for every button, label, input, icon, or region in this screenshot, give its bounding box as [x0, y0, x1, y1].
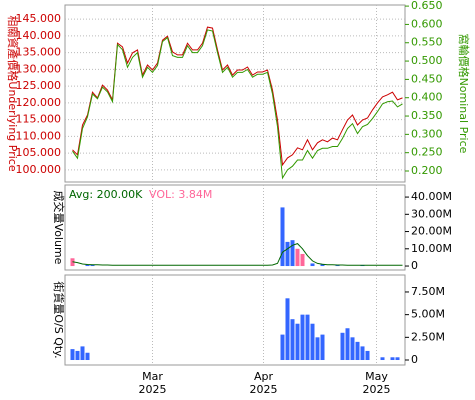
bar	[390, 357, 395, 361]
y-tick-label: 125.000	[16, 79, 62, 92]
y-tick-label: 110.000	[16, 129, 62, 142]
bar	[315, 337, 320, 361]
bar	[280, 207, 285, 267]
x-tick-label: May 2025	[362, 370, 391, 396]
y-tick-label: 0	[411, 259, 418, 272]
bar	[75, 350, 80, 361]
y-tick-label: 100.000	[16, 163, 62, 176]
price-line	[72, 29, 403, 180]
y2-tick-label: 0.650	[411, 0, 443, 12]
y-tick-label: 115.000	[16, 113, 62, 126]
y2-tick-label: 0.200	[411, 164, 443, 177]
y-tick-label: 105.000	[16, 146, 62, 159]
y2-tick-label: 0.300	[411, 127, 443, 140]
bar	[335, 265, 340, 267]
panel-frame	[64, 4, 406, 183]
y-tick-label: 2.50M	[411, 330, 445, 343]
y-tick-label: 20.00M	[411, 225, 452, 238]
x-tick-label: Mar 2025	[138, 370, 167, 396]
bar	[310, 263, 315, 267]
bar	[295, 323, 300, 361]
y2-axis-label: 窩輪價格Nominal Price	[457, 34, 471, 154]
y-tick-label: 140.000	[16, 29, 62, 42]
y-tick-label: 130.000	[16, 62, 62, 75]
y-tick-label: 40.00M	[411, 190, 452, 203]
y-axis-label: 街貨量O/S Qty.	[52, 281, 66, 358]
y2-tick-label: 0.600	[411, 17, 443, 30]
bar	[80, 346, 85, 361]
bar	[355, 341, 360, 361]
bar	[300, 314, 305, 361]
bar	[85, 352, 90, 361]
y-tick-label: 5.00M	[411, 308, 445, 321]
y2-tick-label: 0.400	[411, 91, 443, 104]
y-tick-label: 10.00M	[411, 242, 452, 255]
avg-line	[72, 243, 403, 266]
panel-frame	[64, 274, 406, 366]
panel-frame	[64, 184, 406, 271]
x-tick-label: Apr 2025	[249, 370, 278, 396]
bar	[290, 319, 295, 361]
price-line	[72, 26, 403, 167]
bar	[320, 264, 325, 267]
bar	[285, 241, 290, 267]
bar	[285, 298, 290, 361]
bar	[295, 248, 300, 267]
bar	[365, 350, 370, 361]
bar	[350, 337, 355, 361]
bar	[280, 334, 285, 361]
bar	[345, 328, 350, 361]
y-tick-label: 120.000	[16, 96, 62, 109]
y2-tick-label: 0.250	[411, 146, 443, 159]
y-tick-label: 30.00M	[411, 207, 452, 220]
bar	[360, 346, 365, 361]
y2-tick-label: 0.550	[411, 36, 443, 49]
bar	[310, 323, 315, 361]
bar	[395, 357, 400, 361]
vol-label: VOL: 3.84M	[149, 188, 212, 201]
y2-tick-label: 0.500	[411, 54, 443, 67]
bar	[90, 265, 95, 267]
bar	[380, 357, 385, 361]
y2-tick-label: 0.350	[411, 109, 443, 122]
y2-tick-label: 0.450	[411, 72, 443, 85]
y-tick-label: 7.50M	[411, 285, 445, 298]
y-axis-label: 相關資產價格Underlying Price	[6, 15, 20, 171]
bar	[300, 253, 305, 267]
y-axis-label: 成交量Volume	[52, 191, 66, 265]
bar	[340, 332, 345, 361]
bar	[320, 334, 325, 361]
bar	[85, 264, 90, 267]
bar	[305, 314, 310, 361]
y-tick-label: 145.000	[16, 12, 62, 25]
bar	[70, 349, 75, 361]
y-tick-label: 0	[411, 353, 418, 366]
avg-label: Avg: 200.00K	[69, 188, 143, 201]
y-tick-label: 135.000	[16, 46, 62, 59]
bar	[290, 240, 295, 267]
